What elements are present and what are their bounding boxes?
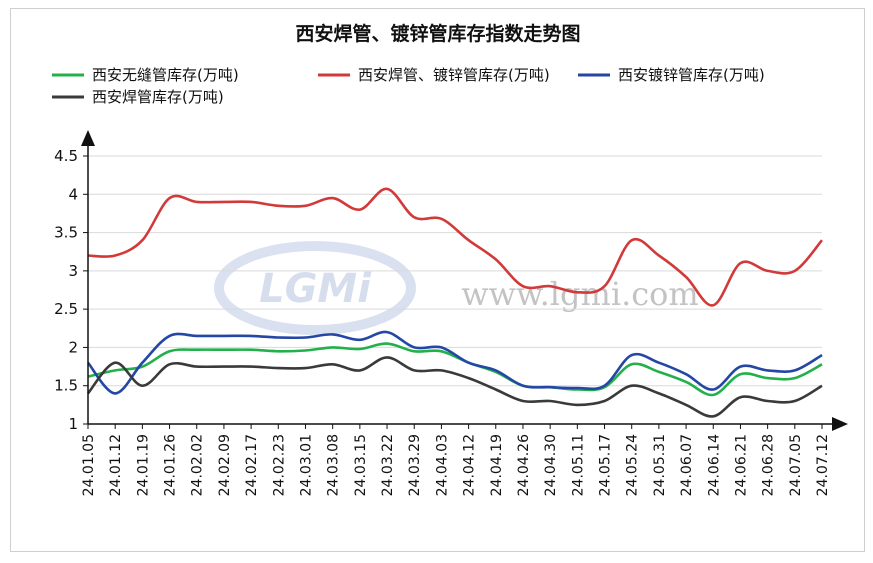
x-tick-label: 24.06.28 [761,434,777,496]
legend: 西安无缝管库存(万吨) 西安焊管、镀锌管库存(万吨) 西安镀锌管库存(万吨) 西安焊管… [52,66,765,106]
series-line-2 [87,187,823,307]
x-tick-label: 24.04.03 [434,434,450,496]
y-tick-label: 4.5 [54,147,78,165]
y-tick-label: 2.5 [54,300,78,318]
watermark-logo-ring [214,241,416,335]
series-lines [86,187,823,418]
x-tick-label: 24.03.22 [380,434,396,496]
x-tick-label: 24.02.02 [190,434,206,496]
series-line-3 [86,330,823,395]
watermark-url: www.lgmi.com [461,275,699,313]
y-tick-label: 2 [68,338,78,356]
grid [88,155,822,387]
y-tick-label: 4 [68,185,78,203]
x-tick-label: 24.02.09 [217,434,233,496]
x-tick-label: 24.07.05 [788,434,804,496]
legend-label: 西安焊管库存(万吨) [92,88,224,106]
legend-label: 西安无缝管库存(万吨) [92,66,239,84]
x-axis-ticks: 24.01.05 24.01.12 24.01.19 24.01.26 24.02.02… [81,424,831,496]
axes [81,130,848,431]
x-tick-label: 24.05.17 [598,434,614,496]
x-tick-label: 24.02.17 [244,434,260,496]
x-tick-label: 24.04.12 [462,434,478,496]
x-tick-label: 24.05.24 [625,434,641,496]
x-tick-label: 24.07.12 [815,434,831,496]
x-tick-label: 24.05.31 [652,434,668,496]
series-line-1 [87,342,823,397]
x-tick-label: 24.03.15 [353,434,369,496]
x-tick-label: 24.02.23 [271,434,287,496]
y-tick-label: 3 [68,262,78,280]
y-tick-label: 1.5 [54,377,78,395]
x-tick-label: 24.01.05 [81,434,97,496]
legend-label: 西安焊管、镀锌管库存(万吨) [358,66,550,84]
x-tick-label: 24.03.29 [407,434,423,496]
x-tick-label: 24.04.30 [543,434,559,496]
x-axis-arrow [832,417,848,431]
watermark: LGMi www.lgmi.com [214,241,699,335]
y-tick-label: 3.5 [54,224,78,242]
legend-label: 西安镀锌管库存(万吨) [618,66,765,84]
x-tick-label: 24.06.07 [679,434,695,496]
x-tick-label: 24.01.19 [135,434,151,496]
y-tick-label: 1 [68,415,78,433]
x-tick-label: 24.01.12 [108,434,124,496]
x-tick-label: 24.06.21 [733,434,749,496]
watermark-logo: LGMi [259,266,372,312]
x-tick-label: 24.04.26 [516,434,532,496]
series-line-4 [86,356,823,418]
x-tick-label: 24.03.01 [298,434,314,496]
x-tick-label: 24.04.19 [489,434,505,496]
chart-frame [10,8,865,552]
x-tick-label: 24.03.08 [326,434,342,496]
chart-title: 西安焊管、镀锌管库存指数走势图 [295,22,580,45]
x-tick-label: 24.01.26 [163,434,179,496]
y-axis-arrow [81,130,95,146]
x-tick-label: 24.06.14 [706,434,722,496]
y-axis-ticks: 4.5 4 3.5 3 2.5 2 1.5 1 [54,147,88,433]
x-tick-label: 24.05.11 [570,434,586,496]
